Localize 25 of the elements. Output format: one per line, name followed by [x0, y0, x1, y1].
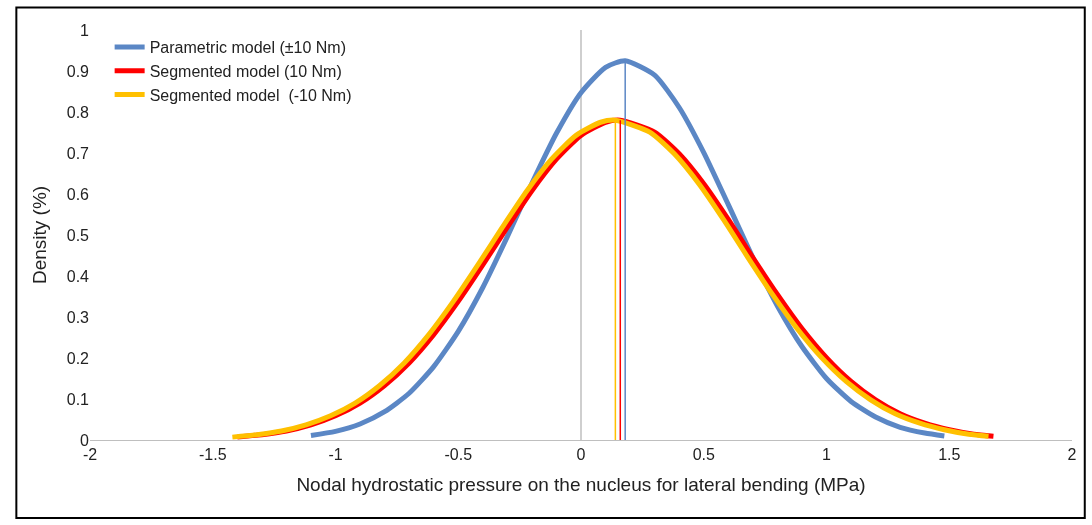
y-tick-label: 0.2 — [66, 349, 90, 367]
y-tick-label: 0.6 — [66, 185, 90, 203]
x-tick-label: -2 — [82, 446, 98, 464]
y-tick-label: 0.9 — [66, 62, 90, 80]
y-axis-title: Density (%) — [28, 185, 50, 285]
x-tick-label: -0.5 — [444, 446, 473, 464]
x-tick-label: -1 — [328, 446, 343, 464]
legend-label: Parametric model (±10 Nm) — [149, 39, 347, 57]
legend-label: Segmented model (-10 Nm) — [149, 86, 352, 104]
y-tick-label: 0.3 — [66, 308, 90, 326]
x-tick-label: -1.5 — [198, 446, 227, 464]
x-tick-label: 1 — [822, 446, 832, 464]
y-tick-label: 0.8 — [66, 103, 90, 121]
x-axis-title: Nodal hydrostatic pressure on the nucleus for lateral bending (MPa) — [296, 474, 866, 495]
y-tick-label: 0.1 — [66, 390, 90, 408]
x-tick-label: 1.5 — [938, 446, 961, 464]
y-tick-label: 1 — [80, 21, 90, 39]
y-tick-label: 0.4 — [66, 267, 90, 285]
y-tick-label: 0.7 — [66, 144, 90, 162]
x-tick-label: 0.5 — [692, 446, 715, 464]
legend-label: Segmented model (10 Nm) — [149, 62, 342, 80]
x-tick-label: 0 — [576, 446, 586, 464]
x-tick-label: 2 — [1067, 446, 1077, 464]
y-tick-label: 0 — [80, 431, 90, 449]
y-tick-label: 0.5 — [66, 226, 90, 244]
